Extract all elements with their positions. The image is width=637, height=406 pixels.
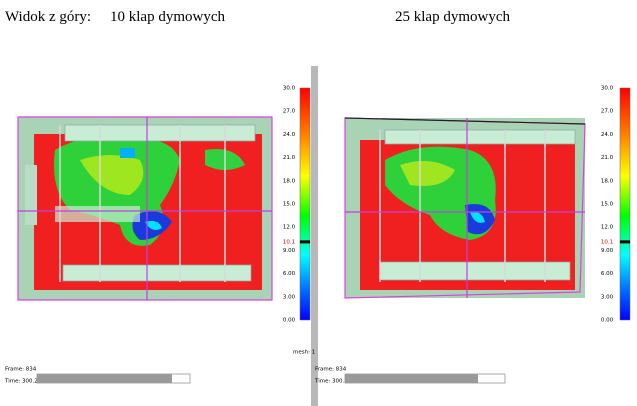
colorbar-label: 30.0 — [283, 86, 296, 92]
colorbar-label: 24.0 — [283, 132, 296, 138]
colorbar — [299, 87, 311, 321]
panel-title: 25 klap dymowych — [395, 9, 510, 25]
colorbar-marker — [620, 240, 630, 244]
frame-label: Frame: 834 — [5, 367, 37, 373]
colorbar-label: 9.00 — [601, 248, 614, 254]
colorbar-label: 24.0 — [601, 132, 614, 138]
colorbar-label: 15.0 — [601, 202, 614, 208]
colorbar-label: 0.00 — [601, 318, 614, 324]
header-label: Widok z góry: — [5, 9, 91, 25]
time-label: Time: 300.2 — [4, 379, 38, 385]
colorbar-label: 15.0 — [283, 202, 296, 208]
mesh-label: mesh: 1 — [293, 350, 315, 356]
frame-label: Frame: 834 — [315, 367, 347, 373]
colorbar-label: 3.00 — [283, 294, 296, 300]
colorbar-label: 0.00 — [283, 318, 296, 324]
colorbar-label: 9.00 — [283, 248, 296, 254]
panel-title: 10 klap dymowych — [110, 9, 225, 25]
colorbar-marker — [300, 240, 310, 244]
time-label: Time: 300.2 — [314, 379, 348, 385]
colorbar-label: 18.0 — [601, 178, 614, 184]
colorbar-label: 12.0 — [283, 225, 296, 231]
colorbar-label: 3.00 — [601, 294, 614, 300]
colorbar-label: 21.0 — [601, 155, 614, 161]
colorbar-label: 27.0 — [283, 109, 296, 115]
colorbar-label: 18.0 — [283, 178, 296, 184]
colorbar-label: 6.00 — [283, 271, 296, 277]
progress-fill — [37, 374, 172, 383]
simulation-view — [17, 116, 273, 301]
colorbar-label: 10.1 — [601, 239, 613, 245]
colorbar — [619, 87, 631, 321]
colorbar-label: 10.1 — [283, 239, 295, 245]
colorbar-label: 21.0 — [283, 155, 296, 161]
colorbar-label: 27.0 — [601, 109, 614, 115]
colorbar-label: 30.0 — [601, 86, 614, 92]
divider — [311, 66, 318, 406]
progress-fill — [345, 374, 478, 383]
colorbar-label: 12.0 — [601, 225, 614, 231]
simulation-view — [344, 117, 586, 299]
colorbar-label: 6.00 — [601, 271, 614, 277]
